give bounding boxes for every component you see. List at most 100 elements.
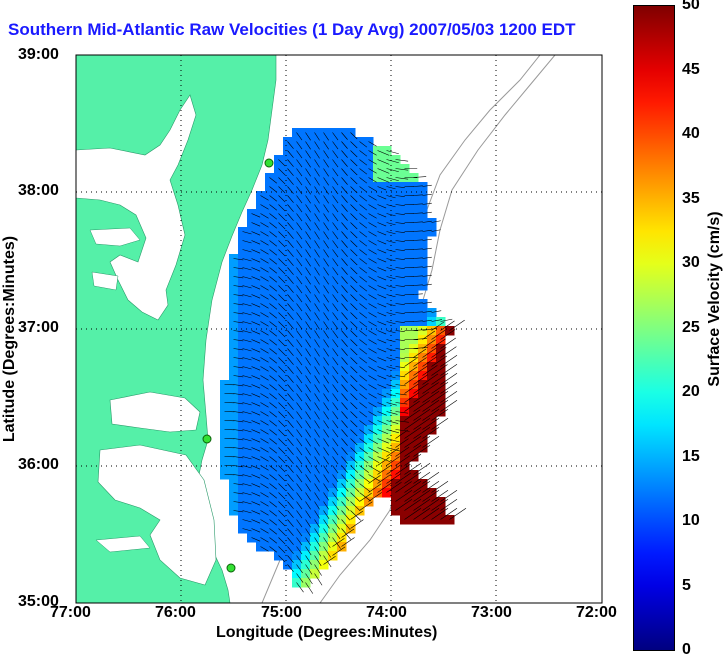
velocity-arrow bbox=[386, 366, 396, 370]
velocity-arrow bbox=[296, 168, 303, 177]
velocity-arrow bbox=[350, 258, 358, 266]
velocity-arrow bbox=[350, 366, 358, 374]
velocity-arrow bbox=[395, 276, 405, 279]
velocity-arrow bbox=[431, 399, 449, 412]
velocity-arrow bbox=[287, 465, 294, 473]
velocity-arrow bbox=[377, 213, 387, 218]
velocity-cell bbox=[427, 488, 437, 498]
velocity-arrow bbox=[287, 240, 294, 248]
velocity-cell bbox=[436, 335, 446, 345]
x-tick: 77:00 bbox=[50, 604, 91, 621]
velocity-cell bbox=[373, 488, 383, 498]
velocity-arrow bbox=[431, 330, 446, 340]
velocity-arrow bbox=[341, 402, 348, 410]
velocity-arrow bbox=[305, 330, 311, 339]
velocity-arrow bbox=[395, 168, 409, 171]
velocity-arrow bbox=[233, 393, 244, 396]
velocity-arrow bbox=[287, 303, 294, 311]
velocity-arrow bbox=[341, 213, 348, 221]
velocity-arrow bbox=[260, 429, 269, 435]
velocity-arrow bbox=[413, 212, 423, 214]
velocity-arrow bbox=[440, 489, 458, 502]
velocity-arrow bbox=[242, 474, 252, 478]
velocity-arrow bbox=[332, 546, 346, 556]
velocity-cell bbox=[409, 488, 419, 498]
velocity-arrow bbox=[368, 348, 377, 354]
velocity-arrow bbox=[314, 492, 320, 501]
velocity-arrow bbox=[323, 159, 329, 168]
velocity-arrow bbox=[260, 411, 269, 417]
velocity-arrow bbox=[287, 357, 294, 365]
velocity-cell bbox=[427, 416, 437, 426]
x-tick: 72:00 bbox=[576, 604, 617, 621]
velocity-arrow bbox=[440, 363, 458, 376]
velocity-arrow bbox=[323, 141, 329, 150]
velocity-arrow bbox=[377, 150, 390, 156]
velocity-cell bbox=[427, 353, 437, 363]
velocity-arrow bbox=[269, 492, 278, 499]
velocity-cell bbox=[418, 389, 428, 399]
velocity-arrow bbox=[269, 330, 278, 337]
velocity-arrow bbox=[341, 465, 348, 473]
velocity-arrow bbox=[404, 383, 419, 394]
velocity-cell bbox=[364, 479, 374, 489]
colorbar-tick: 20 bbox=[682, 383, 700, 400]
velocity-arrow bbox=[341, 438, 348, 446]
velocity-arrow bbox=[395, 384, 406, 387]
velocity-arrow bbox=[242, 303, 252, 307]
velocity-arrow bbox=[359, 438, 368, 445]
velocity-arrow bbox=[404, 375, 418, 385]
velocity-arrow bbox=[314, 249, 320, 258]
velocity-arrow bbox=[287, 501, 294, 509]
velocity-arrow bbox=[287, 222, 294, 230]
velocity-arrow bbox=[341, 222, 348, 230]
colorbar-tick: 30 bbox=[682, 254, 700, 271]
velocity-arrow bbox=[386, 285, 396, 289]
velocity-arrow bbox=[332, 330, 339, 339]
velocity-arrow bbox=[404, 480, 422, 493]
velocity-arrow bbox=[332, 249, 339, 258]
velocity-arrow bbox=[251, 276, 261, 281]
velocity-arrow bbox=[359, 321, 368, 328]
velocity-arrow bbox=[242, 249, 252, 253]
velocity-cell bbox=[436, 344, 446, 354]
velocity-arrow bbox=[296, 159, 303, 168]
velocity-arrow bbox=[233, 384, 244, 387]
velocity-arrow bbox=[440, 329, 456, 340]
velocity-arrow bbox=[287, 150, 294, 158]
velocity-cell bbox=[409, 362, 419, 372]
velocity-arrow bbox=[242, 519, 252, 523]
velocity-arrow bbox=[233, 420, 244, 423]
velocity-arrow bbox=[260, 303, 269, 309]
x-tick: 74:00 bbox=[366, 604, 407, 621]
velocity-arrow bbox=[287, 159, 294, 167]
velocity-cell bbox=[400, 425, 410, 435]
velocity-arrow bbox=[305, 195, 311, 204]
velocity-arrow bbox=[359, 294, 368, 301]
velocity-arrow bbox=[368, 276, 377, 282]
velocity-arrow bbox=[260, 537, 269, 543]
velocity-arrow bbox=[422, 184, 432, 187]
velocity-arrow bbox=[305, 150, 311, 159]
velocity-arrow bbox=[278, 438, 286, 446]
velocity-arrow bbox=[305, 267, 311, 276]
velocity-arrow bbox=[296, 267, 303, 276]
velocity-cell bbox=[364, 497, 374, 507]
velocity-arrow bbox=[251, 393, 261, 398]
velocity-cell bbox=[418, 335, 428, 345]
velocity-arrow bbox=[314, 564, 322, 576]
velocity-arrow bbox=[287, 393, 294, 401]
velocity-cell bbox=[409, 416, 419, 426]
velocity-cell bbox=[418, 371, 428, 381]
velocity-arrow bbox=[269, 357, 278, 364]
velocity-arrow bbox=[314, 177, 320, 186]
velocity-arrow bbox=[422, 220, 432, 223]
velocity-arrow bbox=[269, 456, 278, 463]
velocity-arrow bbox=[323, 321, 329, 330]
velocity-arrow bbox=[332, 294, 339, 303]
velocity-cell bbox=[400, 362, 410, 372]
velocity-cell bbox=[418, 506, 428, 516]
velocity-arrow bbox=[278, 384, 286, 392]
velocity-arrow bbox=[323, 456, 329, 465]
velocity-arrow bbox=[377, 249, 387, 254]
